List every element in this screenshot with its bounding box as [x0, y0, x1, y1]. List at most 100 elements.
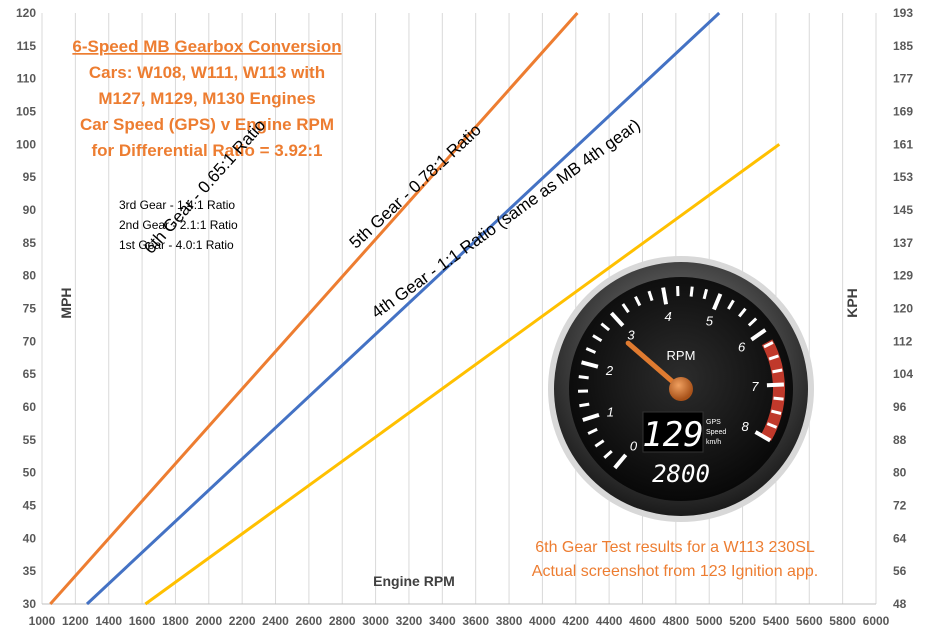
y-tick-75: 75 — [23, 302, 37, 316]
y2-tick-120: 120 — [893, 302, 913, 316]
gauge-tick-22 — [738, 307, 747, 318]
x-tick-3200: 3200 — [396, 614, 423, 628]
y2-tick-185: 185 — [893, 39, 913, 53]
gauge-tick-15 — [647, 290, 654, 302]
gauge-tick-28 — [766, 382, 784, 388]
y-tick-45: 45 — [23, 499, 37, 513]
test-caption: 6th Gear Test results for a W113 230SL A… — [532, 539, 818, 580]
y-tick-85: 85 — [23, 236, 37, 250]
x-tick-3800: 3800 — [496, 614, 523, 628]
x-tick-1000: 1000 — [29, 614, 56, 628]
note-1st-gear: 1st Gear - 4.0:1 Ratio — [119, 238, 234, 252]
title-line-4: Car Speed (GPS) v Engine RPM — [80, 115, 334, 134]
x-tick-6000: 6000 — [863, 614, 890, 628]
gauge-needle-hub — [669, 377, 693, 401]
gauge-tick-31 — [766, 422, 778, 429]
y-tick-110: 110 — [17, 72, 37, 86]
gauge-tick-26 — [768, 354, 780, 361]
y2-tick-112: 112 — [893, 334, 913, 348]
gauge-tick-18 — [689, 286, 694, 297]
title-line-5: for Differential Ratio = 3.92:1 — [92, 141, 323, 160]
y2-tick-64: 64 — [893, 531, 907, 545]
y-tick-100: 100 — [16, 137, 36, 151]
x-tick-3000: 3000 — [362, 614, 389, 628]
note-3rd-gear: 3rd Gear - 1.4:1 Ratio — [119, 198, 235, 212]
x-tick-1600: 1600 — [129, 614, 156, 628]
gauge-tick-13 — [621, 303, 630, 314]
rpm-readout: 2800 — [652, 460, 710, 488]
series-line-2 — [85, 11, 721, 606]
y-tick-105: 105 — [16, 105, 36, 119]
gauge-tick-19 — [702, 288, 709, 300]
y2-tick-96: 96 — [893, 400, 907, 414]
gauge-number-0: 0 — [630, 439, 638, 454]
y-tick-55: 55 — [23, 433, 37, 447]
series-lines — [49, 11, 781, 606]
title-line-2: Cars: W108, W111, W113 with — [89, 63, 325, 82]
gauge-tick-27 — [772, 368, 783, 374]
caption-line-1: 6th Gear Test results for a W113 230SL — [535, 539, 815, 556]
y-tick-70: 70 — [23, 334, 37, 348]
title-line-3: M127, M129, M130 Engines — [98, 89, 315, 108]
y-tick-80: 80 — [23, 269, 37, 283]
redline-arc — [760, 339, 786, 441]
gauge-tick-4 — [582, 412, 600, 422]
y2-tick-193: 193 — [893, 6, 913, 20]
y2-tick-80: 80 — [893, 466, 907, 480]
x-tick-3400: 3400 — [429, 614, 456, 628]
gauge-tick-5 — [579, 402, 590, 408]
gauge-tick-30 — [770, 409, 782, 415]
y-tick-60: 60 — [23, 400, 37, 414]
x-tick-labels: 1000 1200 1400 1600 1800 2000 2200 2400 2600 2800… — [29, 614, 890, 628]
y-tick-40: 40 — [23, 531, 37, 545]
speed-readout: 129 — [642, 415, 703, 455]
gauge-number-4: 4 — [665, 309, 672, 324]
x-tick-5200: 5200 — [729, 614, 756, 628]
x-tick-4400: 4400 — [596, 614, 623, 628]
gauge-tick-25 — [763, 341, 774, 349]
tachometer-gauge: 0 1 2 3 4 5 6 7 8 RPM 129 GPS Speed km/h 2800 — [548, 256, 814, 522]
x-tick-5600: 5600 — [796, 614, 823, 628]
title-line-1: 6-Speed MB Gearbox Conversion — [72, 37, 341, 56]
gauge-number-7: 7 — [751, 379, 759, 394]
y2-axis-title: KPH — [844, 288, 860, 318]
series-label-1: 6th Gear - 0.65:1 Ratio — [140, 116, 269, 258]
x-tick-4200: 4200 — [562, 614, 589, 628]
gauge-tick-1 — [603, 449, 613, 459]
gauge-tick-24 — [750, 328, 767, 342]
x-tick-4000: 4000 — [529, 614, 556, 628]
gauge-tick-marks — [577, 286, 784, 470]
series-line-1 — [49, 12, 579, 605]
gauge-number-1: 1 — [607, 404, 614, 419]
y-tick-90: 90 — [23, 203, 37, 217]
y-tick-50: 50 — [23, 466, 37, 480]
y2-tick-labels: 48 56 64 72 80 88 96 104 112 120 129 137 145 153 161 16… — [893, 6, 913, 611]
y2-tick-137: 137 — [893, 236, 913, 250]
gauge-tick-9 — [585, 347, 597, 354]
y-tick-115: 115 — [17, 39, 37, 53]
gauge-tick-29 — [773, 396, 784, 401]
gauge-tick-2 — [594, 439, 605, 448]
y2-tick-72: 72 — [893, 499, 907, 513]
x-tick-1400: 1400 — [95, 614, 122, 628]
gauge-number-6: 6 — [738, 340, 746, 355]
y-tick-30: 30 — [23, 597, 37, 611]
gauge-number-5: 5 — [706, 314, 714, 329]
x-tick-2200: 2200 — [229, 614, 256, 628]
gauge-tick-7 — [578, 375, 589, 380]
gauge-tick-10 — [592, 334, 603, 343]
y2-tick-88: 88 — [893, 433, 907, 447]
series-label-2: 5th Gear - 0.78:1 Ratio — [346, 120, 485, 252]
x-tick-5000: 5000 — [696, 614, 723, 628]
gauge-number-3: 3 — [627, 327, 635, 342]
y-axis-title: MPH — [58, 287, 74, 318]
gauge-number-2: 2 — [605, 363, 614, 378]
x-axis-title: Engine RPM — [373, 573, 455, 589]
speed-unit-kmh: km/h — [706, 439, 721, 446]
gauge-tick-11 — [600, 322, 611, 332]
gauge-tick-14 — [634, 295, 642, 307]
x-tick-2800: 2800 — [329, 614, 356, 628]
gauge-dial-numbers: 0 1 2 3 4 5 6 7 8 — [605, 309, 759, 454]
y2-tick-48: 48 — [893, 597, 907, 611]
